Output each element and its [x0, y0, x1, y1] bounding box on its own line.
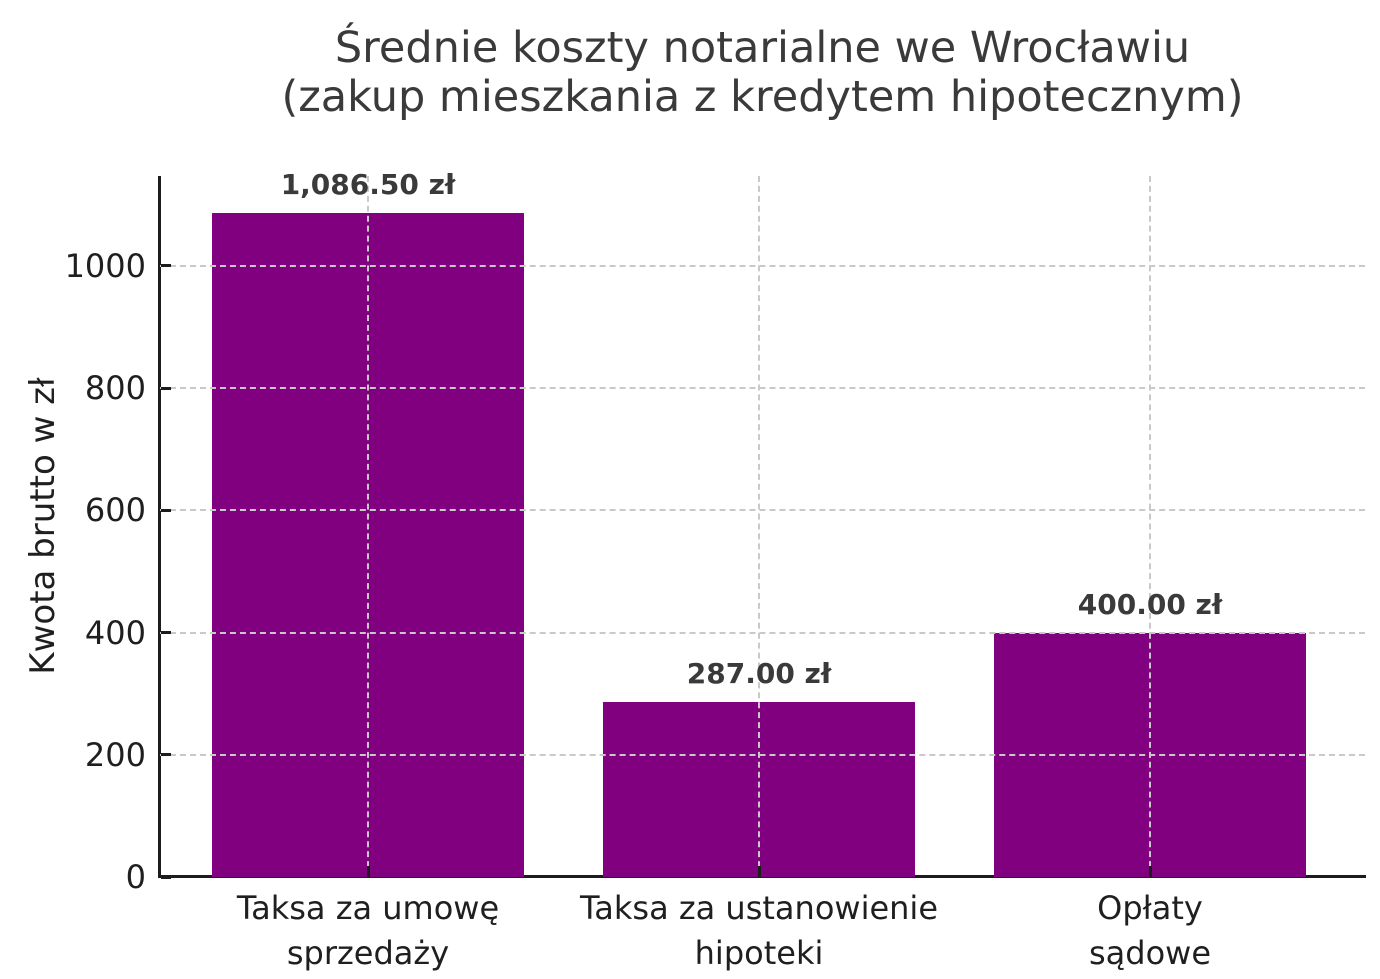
h-gridline-1000	[160, 264, 1365, 267]
y-tick-mark-600	[161, 508, 171, 512]
y-tick-mark-200	[161, 753, 171, 757]
chart-title: Średnie koszty notarialne we Wrocławiu (…	[281, 23, 1244, 123]
x-tick-label-1: Taksa za ustanowienie hipoteki	[580, 889, 938, 973]
y-tick-label-600: 600	[84, 491, 146, 530]
bar-value-label-2: 400.00 zł	[1077, 587, 1223, 621]
h-gridline-600	[160, 509, 1365, 512]
y-tick-mark-400	[161, 631, 171, 634]
h-gridline-200	[160, 753, 1365, 756]
x-tick-label-0: Taksa za umowę sprzedaży	[236, 889, 500, 973]
y-axis-spine	[158, 176, 161, 878]
x-tick-label-2: Opłaty sądowe	[1088, 889, 1212, 973]
x-tick-mark-0	[366, 866, 370, 877]
y-tick-label-0: 0	[125, 858, 146, 896]
y-tick-mark-800	[161, 386, 171, 390]
x-tick-mark-2	[1148, 866, 1152, 877]
y-tick-label-800: 800	[84, 369, 146, 408]
v-gridline-0	[367, 176, 369, 877]
y-tick-mark-0	[161, 875, 171, 879]
y-tick-label-400: 400	[84, 613, 146, 652]
y-tick-label-1000: 1000	[64, 246, 146, 285]
h-gridline-400	[160, 631, 1365, 634]
bar-value-label-1: 287.00 zł	[686, 656, 832, 690]
bar-value-label-0: 1,086.50 zł	[280, 168, 456, 201]
v-gridline-1	[758, 176, 760, 877]
h-gridline-800	[160, 387, 1365, 390]
y-tick-mark-1000	[161, 264, 171, 268]
x-tick-mark-1	[757, 866, 761, 877]
y-tick-label-200: 200	[84, 735, 146, 774]
v-gridline-2	[1149, 176, 1151, 877]
